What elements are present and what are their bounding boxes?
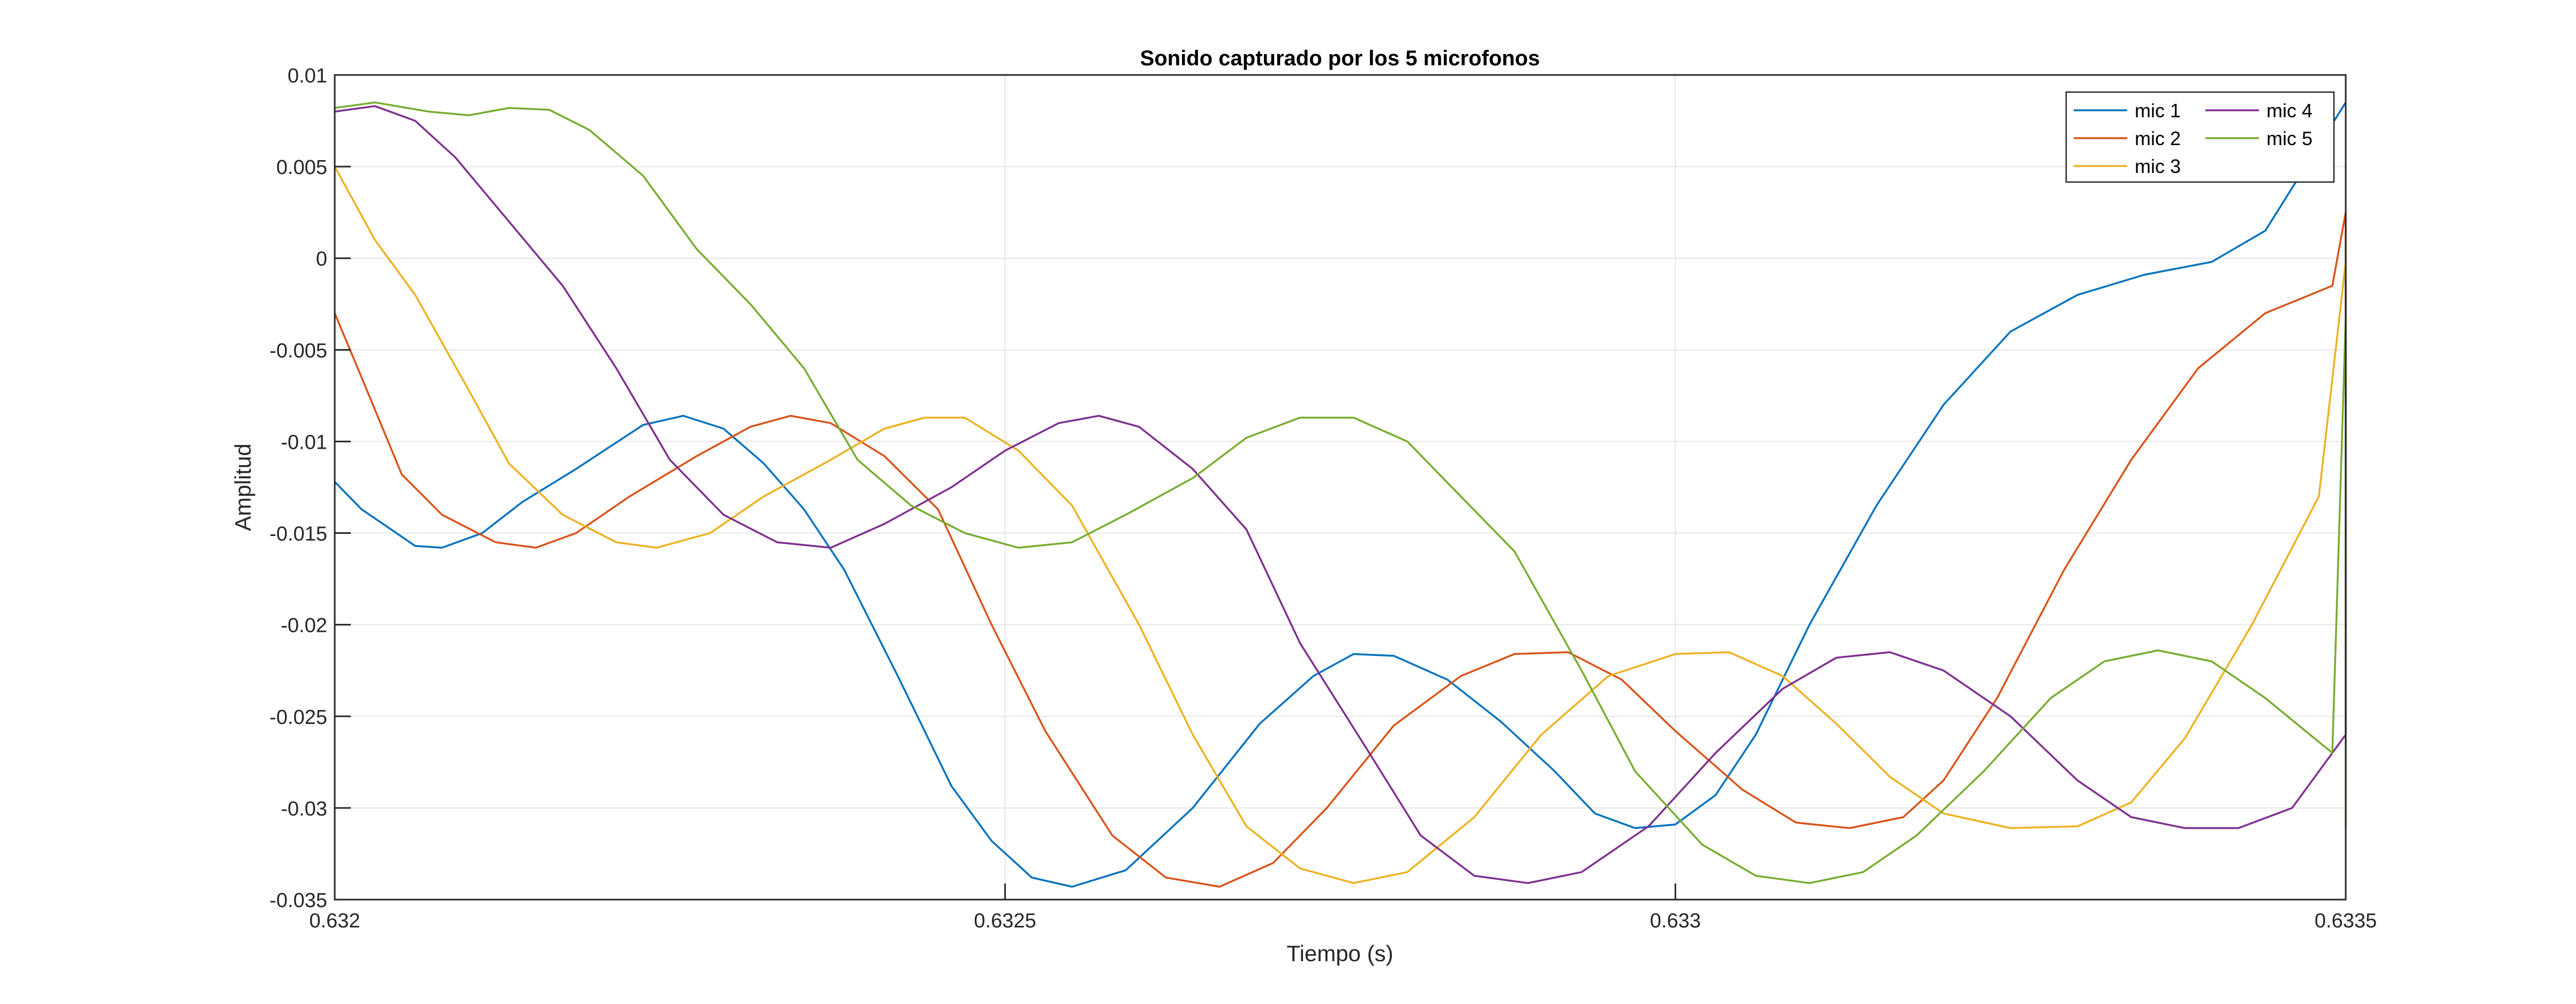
- legend-box: [2065, 91, 2335, 183]
- legend-entry-label: mic 5: [2266, 127, 2313, 149]
- x-axis: 0.632 0.6325 0.633 0.6335: [309, 884, 2377, 932]
- plot-frame: [334, 74, 2347, 901]
- y-tick-label: -0.015: [269, 523, 327, 546]
- y-tick-label: 0: [316, 248, 327, 270]
- series-line-mic-3: [334, 166, 2347, 884]
- y-axis: 0.01 0.005 0 -0.005 -0.01 -0.015 -0.02 -0.025 -0…: [269, 65, 351, 912]
- x-tick-label: 0.6325: [974, 910, 1036, 932]
- legend-entry-label: mic 2: [2135, 127, 2181, 149]
- series-line-mic-1: [334, 102, 2347, 888]
- legend: mic 1 mic 2 mic 3 mic 4 mic 5: [2065, 91, 2335, 183]
- series-line-mic-5: [334, 101, 2347, 884]
- x-tick-label: 0.632: [309, 910, 360, 932]
- y-tick-label: -0.005: [269, 339, 327, 362]
- series-layer: [334, 101, 2347, 888]
- series-line-mic-2: [334, 211, 2347, 888]
- legend-entry-label: mic 1: [2135, 100, 2181, 122]
- legend-entry-label: mic 4: [2266, 100, 2313, 122]
- x-axis-label: Tiempo (s): [1286, 941, 1393, 966]
- chart-title: Sonido capturado por los 5 microfonos: [1140, 47, 1540, 70]
- plot-background: [335, 75, 2346, 900]
- y-axis-label: Amplitud: [230, 443, 255, 531]
- x-tick-label: 0.6335: [2315, 910, 2377, 932]
- series-line-mic-4: [334, 105, 2347, 884]
- x-tick-label: 0.633: [1650, 910, 1701, 932]
- y-tick-label: 0.01: [288, 65, 327, 87]
- y-tick-label: -0.035: [269, 889, 327, 912]
- y-tick-label: -0.025: [269, 706, 327, 729]
- y-tick-label: -0.02: [281, 615, 327, 637]
- y-tick-label: -0.01: [281, 431, 327, 454]
- legend-entry-label: mic 3: [2135, 155, 2181, 177]
- y-tick-label: 0.005: [276, 156, 327, 179]
- y-tick-label: -0.03: [281, 798, 327, 820]
